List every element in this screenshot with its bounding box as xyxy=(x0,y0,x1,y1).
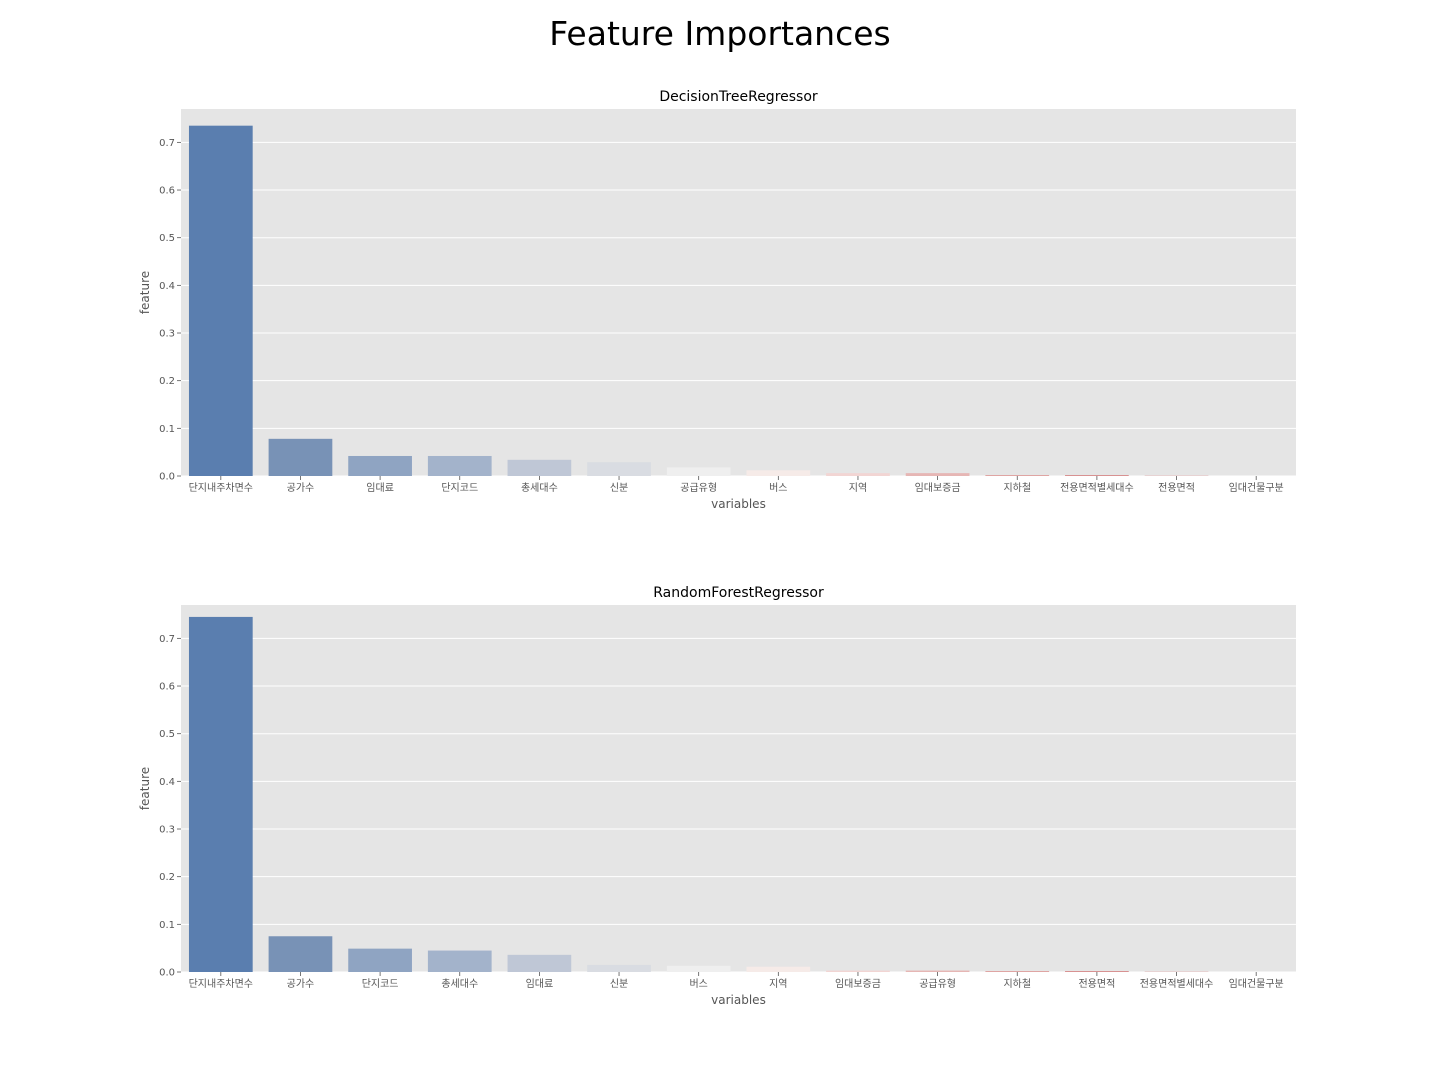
bar-1 xyxy=(188,125,253,476)
plot-background xyxy=(181,605,1296,972)
bar-5 xyxy=(507,459,572,476)
bar-12 xyxy=(1065,971,1129,972)
x-tick-label: 공가수 xyxy=(287,482,315,494)
x-tick-label: 총세대수 xyxy=(441,978,478,990)
x-tick-label: 공급유형 xyxy=(919,978,956,990)
plot-background xyxy=(181,109,1296,476)
y-tick-label: 0.1 xyxy=(159,920,175,931)
x-tick-label: 임대보증금 xyxy=(835,977,881,990)
x-tick-label: 단지내주차면수 xyxy=(189,482,253,494)
bar-1 xyxy=(188,616,253,972)
x-tick-label: 단지코드 xyxy=(441,482,478,494)
bar-5 xyxy=(507,954,572,972)
y-tick-label: 0.4 xyxy=(159,777,175,788)
x-tick-label: 임대건물구분 xyxy=(1229,977,1284,990)
x-tick-label: 총세대수 xyxy=(521,482,558,494)
bar-3 xyxy=(348,948,412,972)
x-tick-label: 공가수 xyxy=(287,978,315,990)
x-tick-label: 임대보증금 xyxy=(915,481,961,494)
bar-8 xyxy=(746,966,811,972)
bar-10 xyxy=(905,473,970,476)
x-tick-label: 전용면적 xyxy=(1078,978,1115,990)
x-tick-label: 버스 xyxy=(769,482,787,494)
y-tick-label: 0.0 xyxy=(159,472,175,483)
x-tick-label: 신분 xyxy=(610,978,628,990)
bar-7 xyxy=(666,965,731,972)
x-tick-label: 전용면적별세대수 xyxy=(1140,978,1214,990)
x-tick-label: 공급유형 xyxy=(680,482,717,494)
x-tick-label: 단지코드 xyxy=(362,978,399,990)
figure-title: Feature Importances xyxy=(549,14,891,53)
y-tick-label: 0.3 xyxy=(159,329,175,340)
bar-2 xyxy=(268,438,333,476)
x-tick-label: 지하철 xyxy=(1003,977,1031,990)
bar-4 xyxy=(427,950,492,972)
bar-7 xyxy=(666,467,731,476)
x-tick-label: 전용면적 xyxy=(1158,482,1195,494)
chart-title: RandomForestRegressor xyxy=(653,585,824,601)
y-tick-label: 0.1 xyxy=(159,424,175,435)
x-tick-label: 지역 xyxy=(769,978,787,990)
bar-9 xyxy=(826,970,890,972)
x-tick-label: 임대료 xyxy=(366,481,394,494)
y-tick-label: 0.5 xyxy=(159,233,175,244)
x-tick-label: 전용면적별세대수 xyxy=(1060,482,1134,494)
x-tick-label: 버스 xyxy=(689,978,707,990)
y-tick-label: 0.7 xyxy=(159,138,175,149)
bar-6 xyxy=(587,462,651,476)
y-axis-label: feature xyxy=(138,271,152,314)
x-tick-label: 신분 xyxy=(610,482,628,494)
y-tick-label: 0.3 xyxy=(159,825,175,836)
y-tick-label: 0.0 xyxy=(159,968,175,979)
bar-4 xyxy=(427,455,492,476)
bar-12 xyxy=(1065,475,1129,476)
y-axis-label: feature xyxy=(138,767,152,810)
bar-6 xyxy=(587,964,651,972)
bar-9 xyxy=(826,473,890,476)
bar-2 xyxy=(268,936,333,972)
x-axis-label: variables xyxy=(711,497,766,511)
bar-11 xyxy=(985,475,1050,476)
x-tick-label: 임대건물구분 xyxy=(1229,481,1284,494)
y-tick-label: 0.4 xyxy=(159,281,175,292)
bar-8 xyxy=(746,470,811,476)
y-tick-label: 0.2 xyxy=(159,376,175,387)
x-tick-label: 단지내주차면수 xyxy=(189,978,253,990)
x-tick-label: 지하철 xyxy=(1003,481,1031,494)
x-tick-label: 지역 xyxy=(849,482,867,494)
y-tick-label: 0.5 xyxy=(159,729,175,740)
y-tick-label: 0.6 xyxy=(159,186,175,197)
chart-panel-2: 0.0 0.1 0.2 0.3 0.4 0.5 0.6 0.7 단지내주차면수 공가수 단지코드 총세… xyxy=(138,585,1296,1007)
chart-panel-1: 0.0 0.1 0.2 0.3 0.4 0.5 0.6 0.7 단지내주차면수 공가수 임대료 단지코… xyxy=(138,89,1296,511)
x-axis-label: variables xyxy=(711,993,766,1007)
y-tick-label: 0.6 xyxy=(159,682,175,693)
y-tick-label: 0.2 xyxy=(159,872,175,883)
bar-11 xyxy=(985,971,1050,972)
bar-3 xyxy=(348,455,412,476)
bar-10 xyxy=(905,970,970,972)
x-tick-label: 임대료 xyxy=(526,977,554,990)
chart-title: DecisionTreeRegressor xyxy=(659,89,818,105)
y-tick-label: 0.7 xyxy=(159,634,175,645)
